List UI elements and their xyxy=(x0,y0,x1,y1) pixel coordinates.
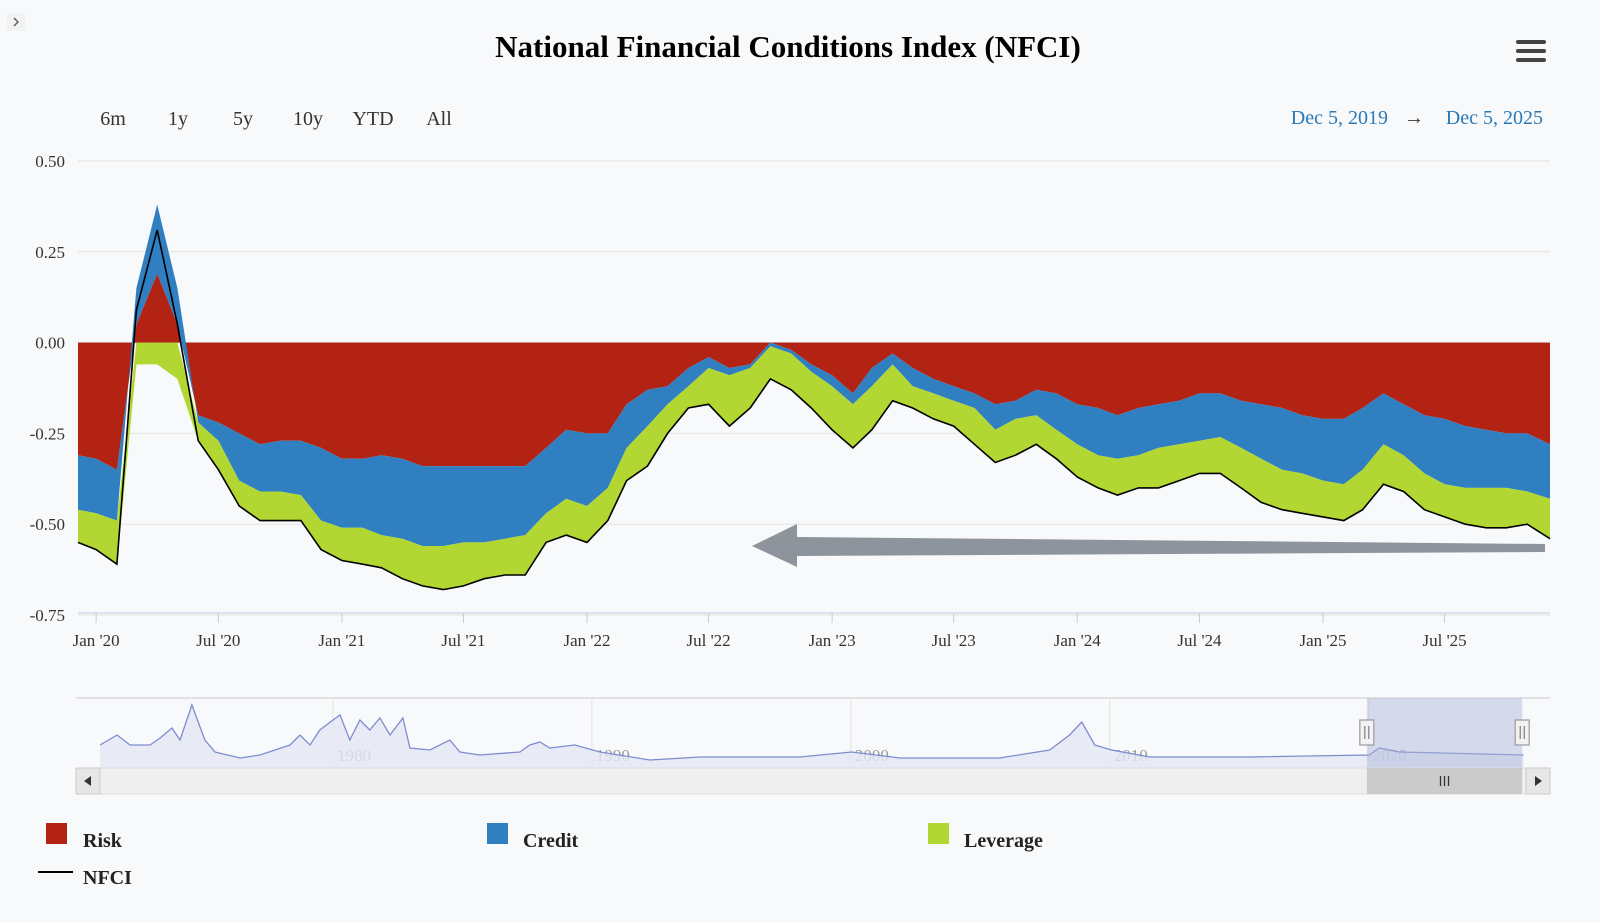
area-risk xyxy=(78,273,1550,470)
x-tick-label: Jul '21 xyxy=(441,631,485,650)
scroll-left-button[interactable] xyxy=(75,767,101,795)
navigator-line xyxy=(99,703,1524,761)
date-to-input[interactable]: Dec 5, 2025 xyxy=(1446,107,1543,129)
y-tick-label: -0.75 xyxy=(30,606,65,625)
scroll-right-button[interactable] xyxy=(1525,767,1551,795)
legend-label-nfci: NFCI xyxy=(83,867,132,889)
chevron-right-icon xyxy=(13,17,19,27)
date-range-arrow: → xyxy=(1404,107,1424,129)
x-tick-label: Jul '25 xyxy=(1422,631,1466,650)
range-button-5y[interactable]: 5y xyxy=(233,108,253,130)
x-tick-label: Jan '23 xyxy=(809,631,856,650)
annotation-arrow xyxy=(752,524,1545,567)
x-tick-label: Jan '20 xyxy=(73,631,120,650)
arrow-right-icon xyxy=(1535,776,1542,786)
y-tick-label: -0.25 xyxy=(30,424,65,443)
y-tick-label: -0.50 xyxy=(30,515,65,534)
y-tick-label: 0.50 xyxy=(35,152,65,171)
date-from-input[interactable]: Dec 5, 2019 xyxy=(1291,107,1388,129)
range-selector: 6m 1y 5y 10y YTD All xyxy=(100,108,452,130)
x-axis: Jan '20 Jul '20 Jan '21 Jul '21 Jan '22 Jul '… xyxy=(73,612,1550,650)
range-button-10y[interactable]: 10y xyxy=(293,108,323,130)
navigator-scrollbar[interactable] xyxy=(75,767,1551,795)
x-tick-label: Jan '24 xyxy=(1054,631,1101,650)
legend: Risk Credit Leverage NFCI xyxy=(38,823,1043,889)
x-tick-label: Jan '21 xyxy=(318,631,365,650)
y-tick-label: 0.00 xyxy=(35,334,65,353)
leverage-swatch xyxy=(928,823,949,844)
navigator-handle-left[interactable] xyxy=(1359,719,1375,746)
nfci-line xyxy=(77,229,1551,591)
sidebar-toggle-button[interactable] xyxy=(7,13,25,31)
x-tick-label: Jul '20 xyxy=(196,631,240,650)
range-button-6m[interactable]: 6m xyxy=(100,108,126,130)
legend-item-leverage[interactable]: Leverage xyxy=(928,823,1043,852)
legend-item-credit[interactable]: Credit xyxy=(487,823,579,852)
range-button-1y[interactable]: 1y xyxy=(168,108,188,130)
x-tick-label: Jan '22 xyxy=(564,631,611,650)
x-tick-label: Jul '23 xyxy=(932,631,976,650)
scrollbar-thumb[interactable] xyxy=(1366,768,1523,794)
arrow-left-icon xyxy=(84,776,91,786)
credit-swatch xyxy=(487,823,508,844)
x-tick-label: Jul '24 xyxy=(1177,631,1222,650)
x-tick-label: Jan '25 xyxy=(1300,631,1347,650)
y-tick-label: 0.25 xyxy=(35,243,65,262)
hamburger-menu-icon xyxy=(1516,40,1546,62)
range-button-ytd[interactable]: YTD xyxy=(352,108,393,130)
menu-button[interactable] xyxy=(1516,40,1546,62)
y-axis: 0.50 0.25 0.00 -0.25 -0.50 -0.75 xyxy=(30,152,65,625)
legend-item-nfci[interactable]: NFCI xyxy=(38,867,132,889)
legend-label-credit: Credit xyxy=(523,830,579,852)
legend-label-leverage: Leverage xyxy=(964,830,1043,852)
navigator: 19801990200020102020 xyxy=(75,697,1551,795)
range-button-all[interactable]: All xyxy=(426,108,452,130)
legend-item-risk[interactable]: Risk xyxy=(46,823,123,852)
navigator-handle-right[interactable] xyxy=(1514,719,1530,746)
risk-swatch xyxy=(46,823,67,844)
x-tick-label: Jul '22 xyxy=(686,631,730,650)
navigator-area xyxy=(100,705,1524,768)
series-lines xyxy=(77,229,1551,591)
stacked-areas xyxy=(78,204,1550,590)
legend-label-risk: Risk xyxy=(83,830,123,852)
chart-title: National Financial Conditions Index (NFC… xyxy=(495,29,1081,64)
navigator-selected-range[interactable] xyxy=(1366,698,1523,768)
area-leverage xyxy=(78,342,1550,590)
